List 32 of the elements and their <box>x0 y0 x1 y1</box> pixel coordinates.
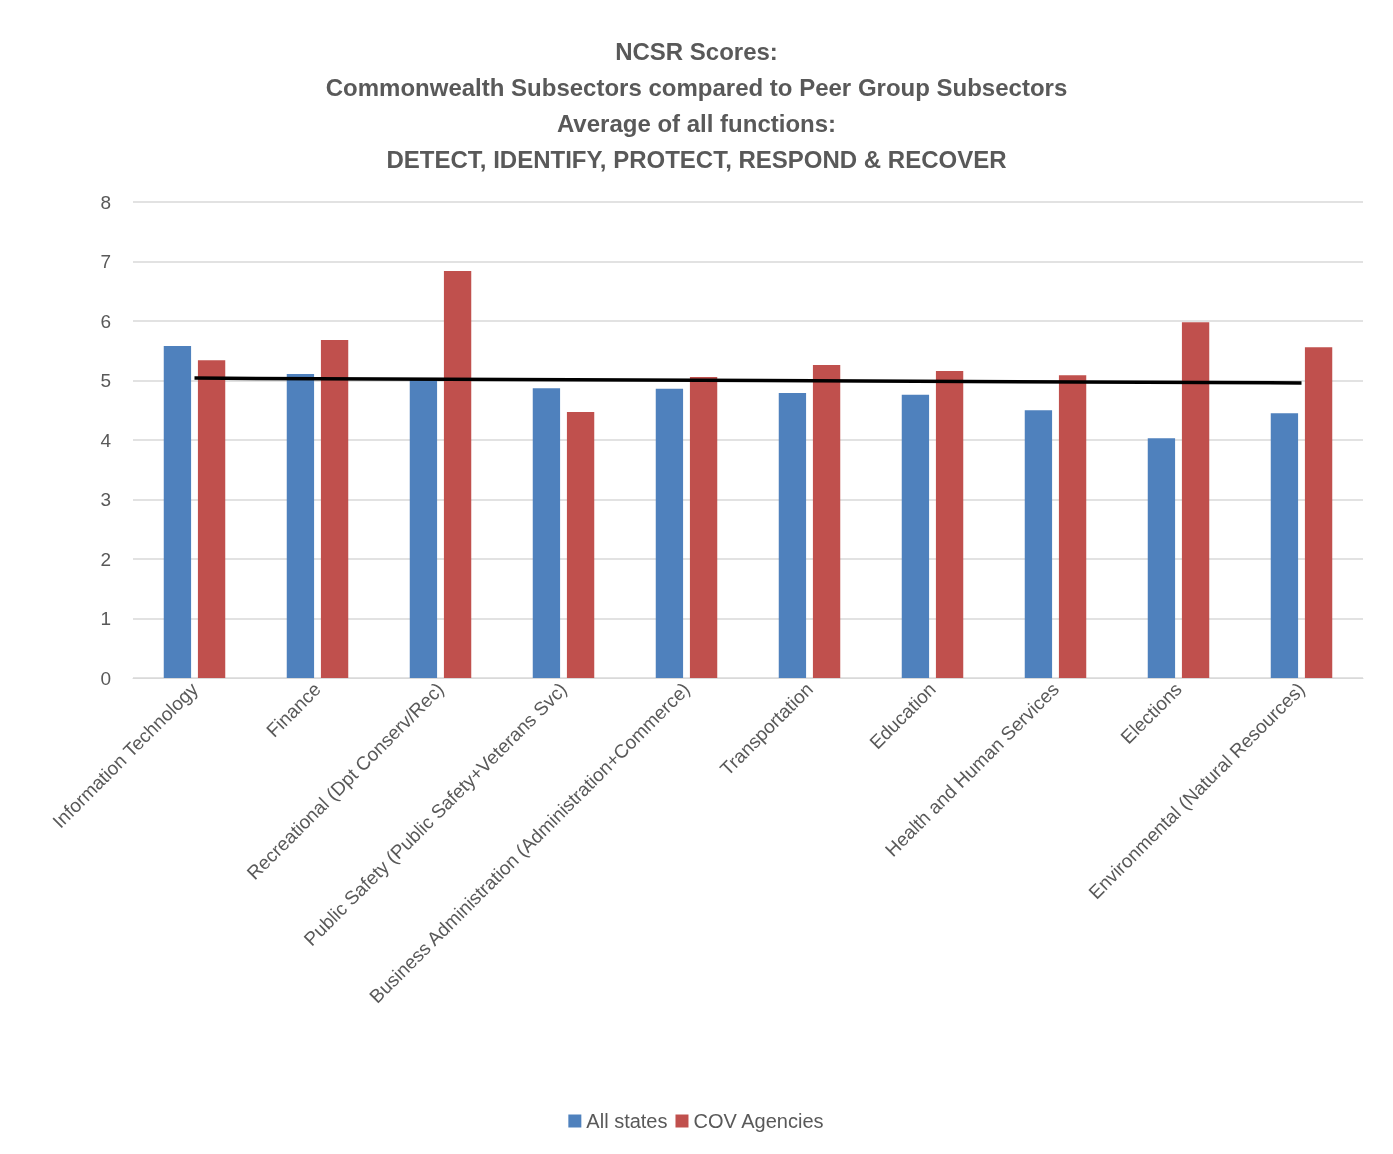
bar <box>1058 375 1087 678</box>
bar <box>901 394 930 678</box>
y-tick-label: 8 <box>100 191 111 213</box>
y-tick-label: 2 <box>100 548 111 570</box>
y-tick-label: 5 <box>100 370 111 391</box>
bar <box>1024 410 1053 678</box>
bar <box>1270 413 1299 678</box>
bar <box>197 360 226 678</box>
y-tick-label: 0 <box>100 667 111 689</box>
legend-label: COV Agencies <box>693 1110 824 1132</box>
chart-title: NCSR Scores: Commonwealth Subsectors compared to Peer Group Subsectors Average of all functions: DETECT, IDENTIFY, PROTECT, RESPOND & RECOVER <box>325 37 1068 173</box>
legend-label: All states <box>586 1110 668 1132</box>
bar <box>812 365 841 678</box>
bar <box>935 370 964 678</box>
bar <box>566 412 595 678</box>
y-tick-label: 3 <box>100 489 111 510</box>
bar <box>443 271 472 678</box>
bar <box>286 373 315 678</box>
y-tick-label: 7 <box>100 251 111 272</box>
bar <box>655 388 684 678</box>
bar <box>689 376 718 678</box>
bar <box>320 340 349 678</box>
y-tick-label: 6 <box>100 310 111 332</box>
y-tick-label: 1 <box>100 608 111 629</box>
bar <box>1304 347 1333 678</box>
bar <box>778 393 807 678</box>
bar <box>163 345 192 678</box>
bar <box>1181 322 1210 678</box>
bar <box>532 388 561 678</box>
bar <box>1147 438 1176 678</box>
bar <box>409 378 438 678</box>
y-tick-label: 4 <box>100 429 112 451</box>
